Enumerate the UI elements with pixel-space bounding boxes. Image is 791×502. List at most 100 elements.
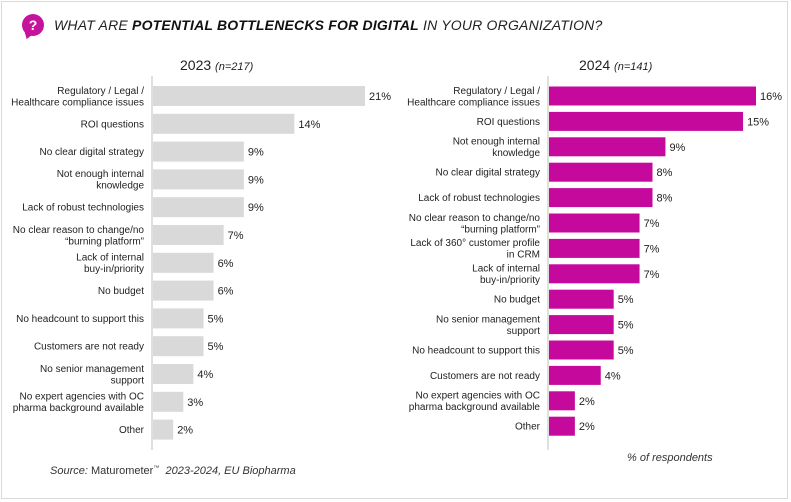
chart-2023-category-label: No clear reason to change/no “burning pla…	[13, 225, 145, 248]
chart-2023-group: 21% Regulatory / Legal / Healthcare compli…	[11, 76, 391, 450]
chart-2024-bar	[549, 213, 640, 233]
chart-2023-category-label: No senior management support	[40, 364, 144, 387]
category-label-line: No clear reason to change/no	[409, 213, 541, 224]
title-emphasis: potential bottlenecks for digital	[132, 17, 419, 33]
source-trademark: ™	[153, 465, 160, 472]
category-label-line: No clear digital strategy	[40, 147, 145, 158]
category-label-line: Other	[515, 422, 541, 433]
category-label-line: “burning platform”	[461, 224, 540, 235]
chart-2023-bar	[153, 336, 204, 357]
chart-2023-category-label: Other	[119, 425, 145, 436]
chart-2023-category-label: Not enough internal knowledge	[57, 169, 145, 192]
chart-2024-value-label: 7%	[644, 269, 660, 281]
chart-2024-category-label: No expert agencies with OC pharma backgro…	[409, 391, 541, 414]
chart-2024-bar	[549, 162, 653, 182]
chart-2023-value-label: 9%	[248, 147, 264, 159]
chart-2023-sample-size: (n=217)	[215, 61, 254, 73]
category-label-line: “burning platform”	[65, 236, 144, 247]
chart-2023-bar	[153, 419, 174, 440]
chart-2024-value-label: 2%	[579, 421, 595, 433]
chart-2024-value-label: 9%	[669, 142, 685, 154]
chart-2024-value-label: 8%	[657, 193, 673, 205]
chart-2023-value-label: 5%	[207, 341, 223, 353]
chart-2023-category-label: No headcount to support this	[16, 314, 144, 325]
chart-2023-category-label: No expert agencies with OC pharma backgro…	[13, 392, 145, 415]
chart-2023-value-label: 5%	[207, 313, 223, 325]
x-axis-label: % of respondents	[627, 452, 713, 464]
category-label-line: Not enough internal	[453, 137, 540, 148]
source-brand: Maturometer	[90, 465, 154, 477]
chart-2023-value-label: 9%	[248, 202, 264, 214]
category-label-line: Lack of robust technologies	[418, 193, 540, 204]
title-prefix: What are	[54, 17, 133, 33]
chart-2023-bar	[153, 197, 244, 218]
chart-2023-category-label: Lack of robust technologies	[22, 203, 144, 214]
chart-2024-category-label: No clear digital strategy	[436, 168, 541, 179]
chart-2023-category-label: Regulatory / Legal / Healthcare complianc…	[11, 86, 144, 109]
chart-2023-bar	[153, 141, 244, 162]
category-label-line: Regulatory / Legal /	[57, 86, 144, 97]
chart-2023-value-label: 6%	[218, 258, 234, 270]
chart-2024-value-label: 7%	[644, 243, 660, 255]
chart-2024-value-label: 4%	[605, 370, 621, 382]
question-bubble-icon: ?	[22, 14, 44, 36]
category-label-line: support	[507, 326, 541, 337]
category-label-line: No budget	[98, 286, 144, 297]
category-label-line: Lack of internal	[76, 253, 144, 264]
chart-2023-value-label: 4%	[197, 369, 213, 381]
chart-2024-value-label: 5%	[618, 320, 634, 332]
chart-2023-year: 2023	[180, 57, 212, 73]
chart-2024-bar	[549, 416, 575, 436]
chart-2023-bar	[153, 280, 214, 301]
chart-2023-category-label: Customers are not ready	[34, 342, 144, 353]
category-label-line: Lack of 360° customer profile	[410, 238, 540, 249]
chart-2024-bar	[549, 264, 640, 284]
chart-2024-category-label: Customers are not ready	[430, 371, 540, 382]
chart-2024-category-label: No senior management support	[436, 314, 540, 337]
chart-2024-category-label: Other	[515, 422, 541, 433]
chart-2024-value-label: 7%	[644, 218, 660, 230]
chart-2024-value-label: 5%	[618, 294, 634, 306]
category-label-line: No senior management	[436, 314, 540, 325]
chart-2024-category-label: No clear reason to change/no “burning pla…	[409, 213, 541, 236]
chart-2023-bar	[153, 391, 184, 412]
category-label-line: support	[111, 375, 145, 386]
category-label-line: Not enough internal	[57, 169, 144, 180]
chart-2024-bar	[549, 289, 614, 309]
chart-2024-bar	[549, 391, 575, 411]
category-label-line: No expert agencies with OC	[19, 392, 144, 403]
chart-2024-bar	[549, 238, 640, 258]
source-note: Source: Maturometer™ 2023-2024, EU Bioph…	[50, 465, 296, 477]
chart-2023-category-label: No budget	[98, 286, 144, 297]
category-label-line: knowledge	[96, 181, 144, 192]
category-label-line: Lack of robust technologies	[22, 203, 144, 214]
category-label-line: in CRM	[507, 250, 540, 261]
category-label-line: buy-in/priority	[84, 264, 144, 275]
category-label-line: No headcount to support this	[16, 314, 144, 325]
chart-2024-bar	[549, 365, 601, 385]
category-label-line: ROI questions	[477, 117, 540, 128]
chart-2024-year: 2024	[579, 57, 611, 73]
chart-2024-category-label: No headcount to support this	[412, 346, 540, 357]
category-label-line: pharma background available	[409, 402, 541, 413]
category-label-line: pharma background available	[13, 403, 145, 414]
chart-2023-bar	[153, 364, 194, 384]
chart-2023-bar	[153, 169, 244, 190]
category-label-line: Healthcare compliance issues	[407, 97, 540, 108]
figure-title: What are potential bottlenecks for digit…	[54, 17, 602, 33]
chart-2023-value-label: 3%	[187, 397, 203, 409]
chart-2023-category-label: ROI questions	[81, 119, 144, 130]
chart-2023-value-label: 7%	[228, 230, 244, 242]
chart-2024-bar	[549, 315, 614, 335]
chart-2023-value-label: 6%	[218, 286, 234, 298]
chart-2023-bar	[153, 113, 295, 134]
category-label-line: No senior management	[40, 364, 144, 375]
category-label-line: No budget	[494, 295, 540, 306]
chart-2023-value-label: 2%	[177, 425, 193, 437]
chart-2024-category-label: Not enough internal knowledge	[453, 137, 541, 160]
chart-2024-category-label: Lack of internal buy-in/priority	[472, 264, 540, 287]
chart-2024-sample-size: (n=141)	[614, 61, 653, 73]
figure-header: ? What are potential bottlenecks for dig…	[22, 13, 602, 37]
chart-2024-value-label: 15%	[747, 116, 769, 128]
